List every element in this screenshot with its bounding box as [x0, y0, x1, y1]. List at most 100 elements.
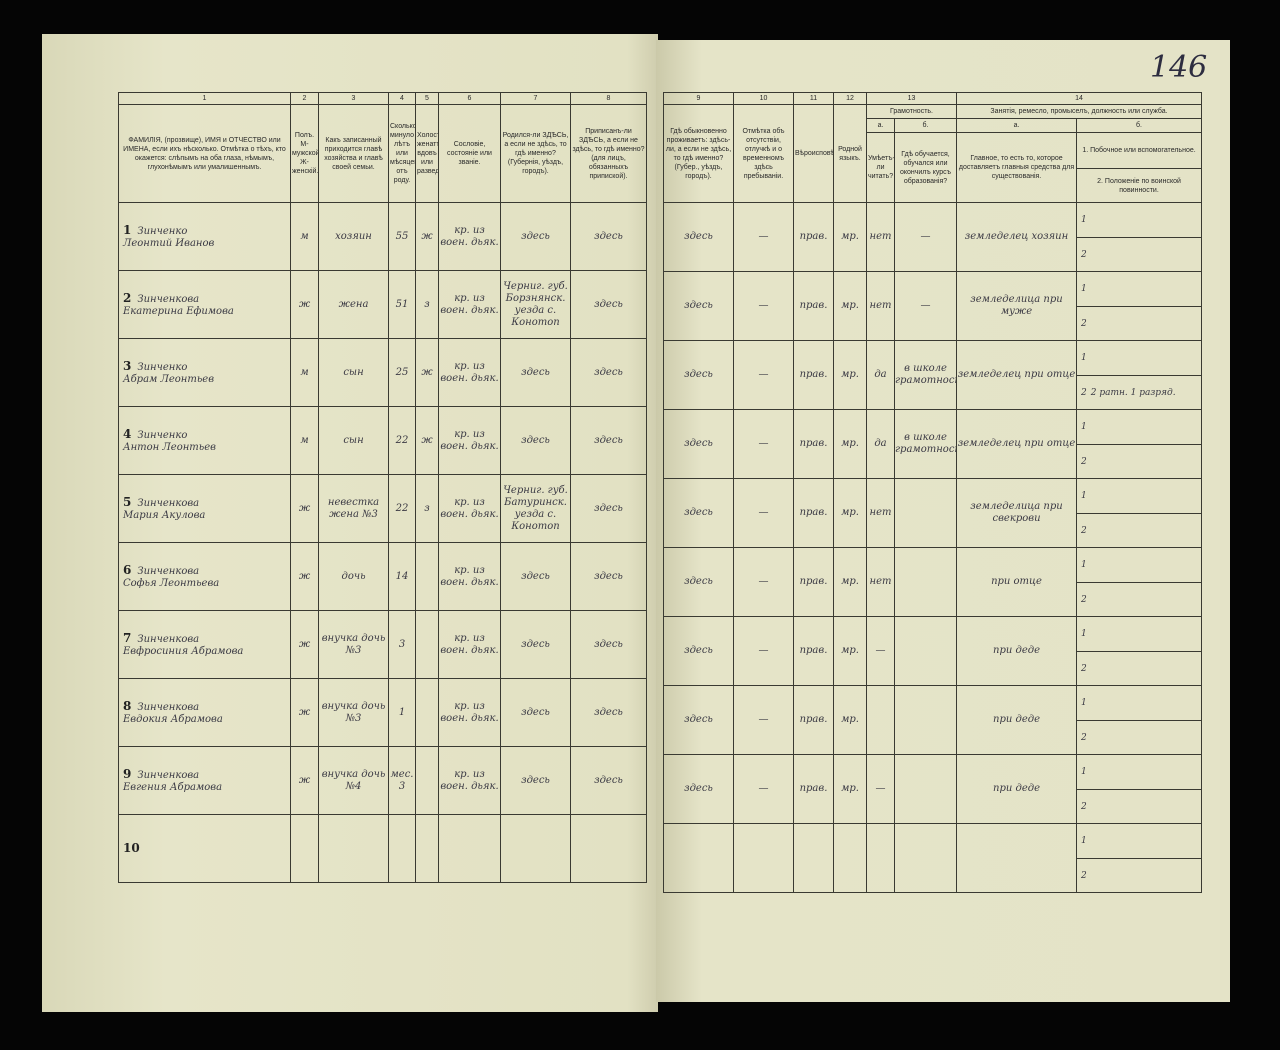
lives-cell: здесь	[663, 547, 734, 617]
col-14a-header: Главное, то есть то, которое доставляетъ…	[956, 132, 1078, 203]
military-status: 2	[1077, 306, 1201, 340]
side-occupation: 1	[1078, 204, 1201, 238]
table-row-left: 10	[118, 814, 647, 883]
reads-cell: нет	[866, 478, 895, 548]
reads-cell: нет	[866, 202, 895, 272]
school-cell: в школе грамотности	[893, 409, 958, 479]
col-14a-label: а.	[956, 118, 1078, 133]
estate-cell: кр. из воен. дьяк.	[438, 270, 501, 339]
religion-cell: прав.	[793, 202, 834, 272]
sub-label-2: 2	[1081, 870, 1087, 881]
military-status: 2	[1077, 720, 1201, 754]
page-number: 146	[1150, 50, 1208, 85]
sub-label-2: 2	[1081, 456, 1087, 467]
table-row-right: здесь — прав. мр. — при деде 1 2	[663, 616, 1203, 686]
religion-cell: прав.	[793, 616, 834, 686]
age-cell: 14	[388, 542, 416, 611]
given-name: Евгения Абрамова	[123, 781, 223, 793]
military-status: 2	[1077, 858, 1201, 892]
col-3-num: 3	[318, 92, 389, 105]
absence-cell: —	[733, 409, 794, 479]
marital-cell: з	[415, 270, 439, 339]
col-7-header: Родился-ли ЗДѢСЬ, а если не здѣсь, то гд…	[500, 104, 571, 203]
age-cell	[388, 814, 416, 883]
marital-cell	[415, 610, 439, 679]
age-cell: 1	[388, 678, 416, 747]
military-status: 2	[1077, 651, 1201, 685]
sub-label-1: 1	[1081, 560, 1087, 570]
absence-cell: —	[733, 478, 794, 548]
sex-cell: ж	[290, 542, 319, 611]
military-status: 2	[1077, 444, 1201, 478]
absence-cell: —	[733, 616, 794, 686]
col-7-num: 7	[500, 92, 571, 105]
age-cell: 55	[388, 202, 416, 271]
school-cell	[893, 823, 958, 893]
col-3-header: Какъ записанный приходится главѣ хозяйст…	[318, 104, 389, 203]
col-11-header: Вѣроисповѣданіе.	[793, 104, 834, 203]
col-1-num: 1	[118, 92, 291, 105]
sex-cell: ж	[290, 746, 319, 815]
given-name: Абрам Леонтьев	[123, 373, 215, 385]
occupation-cell: земледелица при муже	[956, 271, 1078, 341]
sex-cell: ж	[290, 610, 319, 679]
lives-cell: здесь	[663, 616, 734, 686]
occupation-cell: при отце	[956, 547, 1078, 617]
marital-cell	[415, 814, 439, 883]
born-cell: здесь	[500, 338, 571, 407]
col-12-header: Родной языкъ.	[833, 104, 867, 203]
col-5-header: Холостъ, женатъ, вдовъ или разведенъ.	[415, 104, 439, 203]
row-number: 5	[123, 494, 132, 509]
name-cell: 3 Зинченко Абрам Леонтьев	[118, 338, 291, 407]
language-cell: мр.	[833, 547, 867, 617]
religion-cell: прав.	[793, 685, 834, 755]
sub-label-1: 1	[1081, 836, 1087, 846]
registered-cell: здесь	[570, 474, 647, 543]
lives-cell: здесь	[663, 409, 734, 479]
name-cell: 6 Зинченкова Софья Леонтьева	[118, 542, 291, 611]
absence-cell: —	[733, 271, 794, 341]
col-4-num: 4	[388, 92, 416, 105]
absence-cell: —	[733, 547, 794, 617]
lives-cell: здесь	[663, 685, 734, 755]
sub-label-1: 1	[1081, 629, 1087, 639]
marital-cell: з	[415, 474, 439, 543]
side-occupation: 1	[1078, 756, 1201, 790]
col-5-num: 5	[415, 92, 439, 105]
table-row-left: 2 Зинченкова Екатерина Ефимова ж жена 51 з кр. …	[118, 270, 647, 339]
col-13b-header: Гдѣ обучается, обучался или окончилъ кур…	[893, 132, 958, 203]
military-status: 2	[1077, 513, 1201, 547]
sub-label-1: 1	[1081, 215, 1087, 225]
estate-cell: кр. из воен. дьяк.	[438, 202, 501, 271]
side-occupation: 1	[1078, 825, 1201, 859]
surname: Зинченкова	[137, 293, 200, 305]
col-2-num: 2	[290, 92, 319, 105]
relation-cell: сын	[318, 406, 389, 475]
occupation-cell: при деде	[956, 616, 1078, 686]
estate-cell: кр. из воен. дьяк.	[438, 746, 501, 815]
col-12-num: 12	[833, 92, 867, 105]
school-cell	[893, 754, 958, 824]
surname: Зинченкова	[137, 565, 200, 577]
born-cell: здесь	[500, 610, 571, 679]
surname: Зинченкова	[137, 497, 200, 509]
col-8-header: Приписанъ-ли ЗДѢСЬ, а если не здѣсь, то …	[570, 104, 647, 203]
col-11-num: 11	[793, 92, 834, 105]
registered-cell: здесь	[570, 338, 647, 407]
table-row-left: 8 Зинченкова Евдокия Абрамова ж внучка дочь …	[118, 678, 647, 747]
side-occupation: 1	[1078, 273, 1201, 307]
language-cell: мр.	[833, 271, 867, 341]
table-row-right: здесь — прав. мр. нет при отце 1 2	[663, 547, 1203, 617]
col-9-header: Гдѣ обыкновенно проживаетъ: здѣсь-ли, а …	[663, 104, 734, 203]
religion-cell: прав.	[793, 478, 834, 548]
relation-cell: сын	[318, 338, 389, 407]
side-occupation: 1	[1078, 549, 1201, 583]
registered-cell: здесь	[570, 202, 647, 271]
surname: Зинченко	[137, 429, 188, 441]
